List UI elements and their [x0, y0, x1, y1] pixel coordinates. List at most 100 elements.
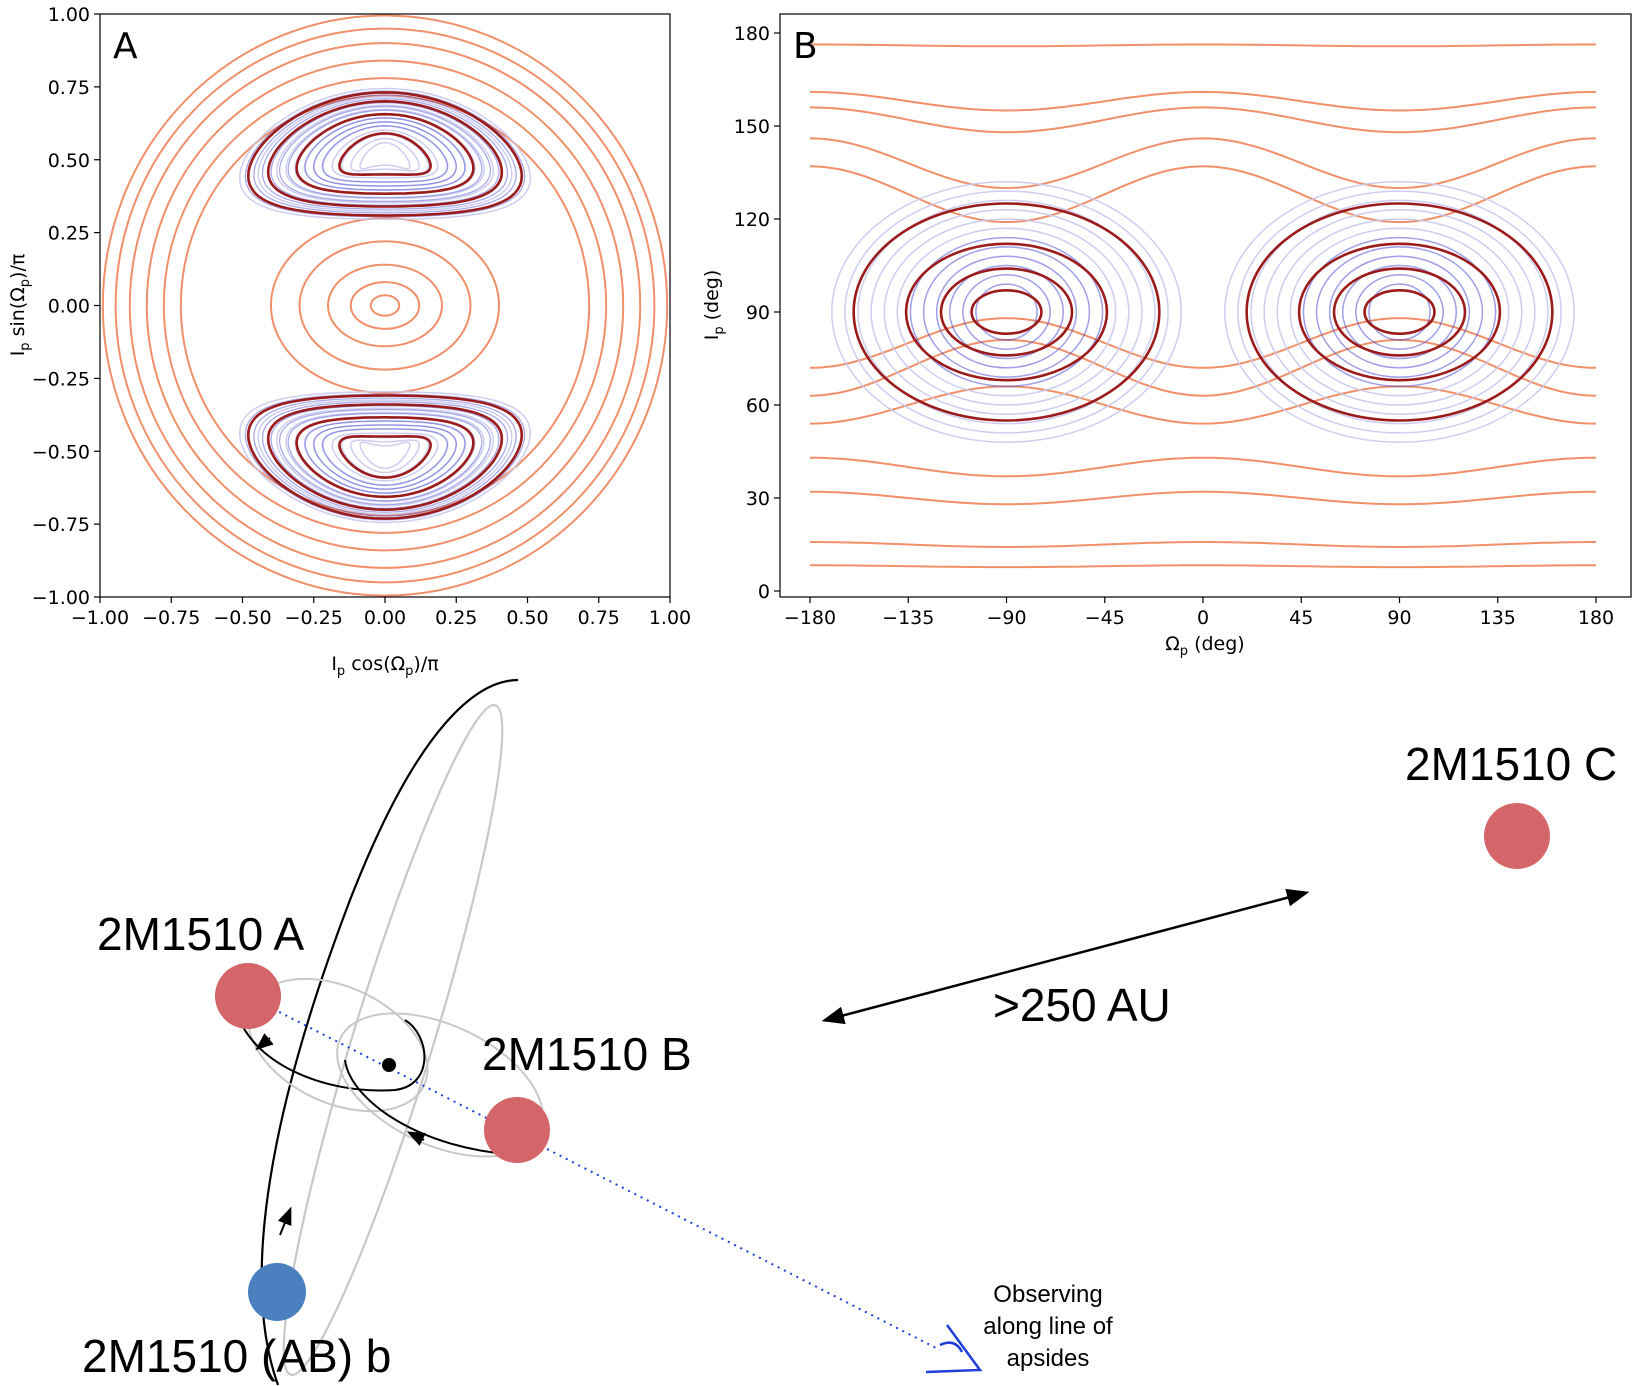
star-c-circle — [1484, 803, 1550, 869]
panel-b-circulating-orbit — [810, 541, 1596, 548]
panel-a-xtick-label: 1.00 — [649, 607, 691, 629]
panel-b-librating-orbit — [1315, 246, 1484, 378]
panel-a-librating-orbit — [304, 117, 466, 191]
panel-b-circulating-orbit — [809, 317, 1597, 369]
panel-a-librating-orbit — [275, 407, 495, 507]
panel-b-ylabel: Ip (deg) — [701, 270, 727, 341]
panel-b-ytick-label: 30 — [746, 488, 770, 510]
star-a-circle — [215, 963, 281, 1029]
star-b-orbit-arrow — [406, 1131, 427, 1146]
planet-circle — [248, 1263, 306, 1321]
panel-a-xtick-label: −0.25 — [285, 607, 343, 629]
panel-a-librating-orbit — [261, 401, 509, 513]
panel-a-librating-orbit — [340, 133, 430, 175]
panel-a-xtick-label: 0.75 — [578, 607, 620, 629]
observer-text-1: Observing — [993, 1281, 1102, 1308]
panel-a-librating-orbit — [350, 439, 420, 474]
panel-a-xtick-label: 0.50 — [506, 607, 548, 629]
planet-orbit-back — [282, 703, 504, 1377]
panel-a-ytick-label: −1.00 — [32, 587, 90, 609]
panel-b-librating-orbit — [831, 181, 1182, 443]
star-a-label: 2M1510 A — [97, 908, 304, 960]
panel-b-librating-orbit — [948, 264, 1065, 360]
panel-a-xtick-label: 0.00 — [364, 607, 406, 629]
panel-b-ytick-label: 180 — [734, 23, 770, 45]
panel-b-frame — [779, 13, 1632, 598]
panel-b-librating-orbit — [1276, 218, 1523, 406]
observer-text-2: along line of — [983, 1313, 1113, 1340]
panel-b-circulating-orbit — [809, 90, 1597, 112]
panel-b-xtick-label: 0 — [1197, 607, 1209, 629]
panel-b-xtick-label: −45 — [1085, 607, 1125, 629]
panel-a-xlabel: Ip cos(Ωp)/π — [331, 653, 438, 679]
panel-a-xtick-label: −1.00 — [71, 607, 129, 629]
panel-b-librating-orbit — [975, 283, 1038, 341]
panel-b-circulating-orbit — [810, 564, 1596, 569]
panel-b-librating-orbit — [922, 246, 1091, 378]
panel-a-librating-orbit — [238, 390, 532, 524]
panel-a-ytick-label: 0.75 — [48, 77, 90, 99]
panel-a-librating-orbit — [338, 132, 432, 176]
panel-a-librating-orbit — [321, 125, 449, 183]
star-a-orbit-arrow — [255, 1033, 274, 1051]
panel-b-librating-orbit — [883, 218, 1130, 406]
panel-a-librating-orbit — [321, 428, 449, 486]
panel-a-librating-orbit — [350, 137, 420, 172]
star-b-circle — [484, 1097, 550, 1163]
panel-a-librating-orbit — [275, 104, 495, 204]
panel-a-librating-orbit — [287, 412, 483, 502]
panel-b-circulating-orbit — [809, 165, 1597, 224]
panel-b: −180 −135 −90 −45 0 45 90 135 180 180 150 120 90 60 30… — [701, 13, 1632, 659]
panel-b-librating-orbit — [909, 236, 1104, 388]
panel-a-ytick-label: −0.50 — [32, 441, 90, 463]
panel-b-librating-orbit — [1341, 264, 1458, 360]
panel-a-librating-orbit — [253, 94, 517, 214]
panel-a-xtick-label: 0.25 — [435, 607, 477, 629]
system-diagram: 2M1510 A 2M1510 B 2M1510 C 2M1510 (AB) b… — [82, 678, 1617, 1386]
panel-a-librating-orbit — [322, 428, 448, 486]
panel-b-ticks: −180 −135 −90 −45 0 45 90 135 180 180 150 120 90 60 30… — [734, 23, 1614, 629]
panel-a-circulating-orbit — [128, 42, 642, 569]
panel-b-xtick-label: −135 — [882, 607, 934, 629]
panel-a-librating-orbit — [257, 399, 513, 515]
panel-b-librating-orbit — [844, 190, 1169, 434]
panel-a-circulating-orbit — [101, 14, 669, 597]
panel-b-circulating-orbit — [809, 137, 1597, 190]
panel-b-librating-orbit — [870, 208, 1143, 416]
panel-a-librating-orbit — [304, 420, 466, 494]
panel-b-librating-orbit — [935, 255, 1078, 369]
panel-b-librating-orbit — [1245, 202, 1554, 422]
panel-a-librating-orbit — [285, 411, 485, 503]
panel-a-circulating-orbit — [369, 294, 401, 317]
panel-a-librating-orbit — [359, 441, 411, 470]
panel-a-librating-orbit — [295, 415, 475, 499]
panel-a-librating-orbit — [244, 90, 526, 218]
panel-b-trajectories — [809, 43, 1597, 569]
panel-b-ytick-label: 90 — [746, 302, 770, 324]
panel-b-librating-orbit — [857, 199, 1156, 425]
panel-a: −1.00 −0.75 −0.50 −0.25 0.00 0.25 0.50 0.75 1.00… — [7, 4, 691, 679]
panel-b-librating-orbit — [1368, 283, 1431, 341]
panel-a-librating-orbit — [270, 101, 500, 206]
panel-b-librating-orbit — [904, 242, 1109, 382]
panel-a-circulating-orbit — [327, 263, 443, 348]
panel-a-ticks: −1.00 −0.75 −0.50 −0.25 0.00 0.25 0.50 0.75 1.00… — [32, 4, 691, 629]
panel-a-ytick-label: 0.00 — [48, 296, 90, 318]
observer-text-3: apsides — [1007, 1345, 1090, 1372]
panel-b-librating-orbit — [1297, 242, 1502, 382]
panel-a-librating-orbit — [340, 436, 430, 478]
panel-b-librating-orbit — [1250, 199, 1549, 425]
panel-a-circulating-orbit — [145, 59, 625, 552]
panel-a-librating-orbit — [257, 96, 513, 212]
panel-a-circulating-orbit — [162, 77, 608, 534]
panel-b-librating-orbit — [1237, 190, 1562, 434]
panel-a-xtick-label: −0.50 — [213, 607, 271, 629]
panel-b-librating-orbit — [1224, 181, 1575, 443]
panel-b-circulating-orbit — [809, 106, 1597, 134]
panel-b-circulating-orbit — [810, 490, 1596, 506]
panel-b-xtick-label: 90 — [1387, 607, 1411, 629]
panel-a-librating-orbit — [244, 393, 526, 521]
panel-b-xtick-label: 135 — [1480, 607, 1516, 629]
planet-orbit-arrow — [277, 1206, 292, 1236]
panel-b-librating-orbit — [939, 267, 1074, 357]
